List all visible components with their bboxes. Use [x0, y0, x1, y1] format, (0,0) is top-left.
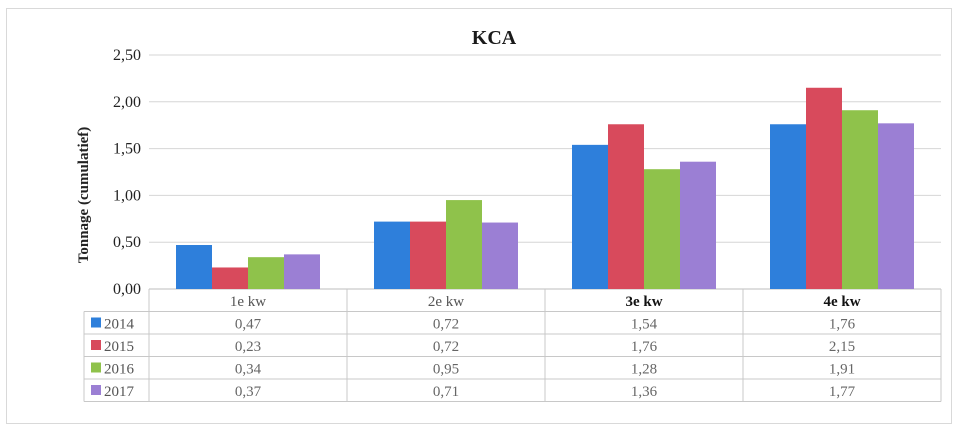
data-label: 0,72 — [433, 339, 459, 355]
y-tick-label: 0,50 — [113, 234, 141, 251]
y-tick-label: 2,50 — [113, 47, 141, 64]
data-label: 1,76 — [829, 317, 856, 333]
legend-label: 2015 — [104, 339, 134, 355]
bar — [878, 123, 914, 289]
data-label: 0,95 — [433, 362, 459, 378]
y-tick-label: 1,00 — [113, 187, 141, 204]
legend-swatch — [91, 385, 101, 395]
data-label: 1,36 — [631, 384, 658, 400]
bars — [176, 87, 914, 289]
category-label: 2e kw — [428, 294, 464, 310]
bar — [446, 200, 482, 289]
bar — [806, 87, 842, 289]
bar — [608, 124, 644, 289]
y-tick-label: 2,00 — [113, 94, 141, 111]
bar — [680, 161, 716, 289]
data-label: 2,15 — [829, 339, 855, 355]
y-axis-label: Tonnage (cumulatief) — [76, 127, 92, 264]
data-label: 0,72 — [433, 317, 459, 333]
bar — [842, 110, 878, 289]
legend-label: 2016 — [104, 362, 135, 378]
bar — [212, 267, 248, 289]
bar — [176, 245, 212, 289]
legend-swatch — [91, 317, 101, 328]
category-label: 4e kw — [823, 294, 860, 310]
legend-swatch — [91, 340, 101, 350]
data-label: 0,71 — [433, 384, 459, 400]
legend-swatch — [91, 362, 101, 373]
data-label: 1,54 — [631, 317, 658, 333]
data-label: 1,77 — [829, 384, 856, 400]
bar — [572, 144, 608, 289]
data-label: 0,34 — [235, 362, 262, 378]
category-label: 1e kw — [230, 294, 266, 310]
bar — [248, 257, 284, 289]
data-label: 1,76 — [631, 339, 658, 355]
bar — [374, 221, 410, 289]
legend-label: 2017 — [104, 384, 135, 400]
chart-title: KCA — [472, 27, 517, 49]
bar — [482, 222, 518, 289]
legend-label: 2014 — [104, 317, 135, 333]
y-axis-ticks: 0,00 0,50 1,00 1,50 2,00 2,50 — [113, 47, 141, 298]
data-label: 1,28 — [631, 362, 657, 378]
y-tick-label: 0,00 — [113, 281, 141, 298]
category-label: 3e kw — [625, 294, 662, 310]
data-label: 1,91 — [829, 362, 855, 378]
data-label: 0,37 — [235, 384, 262, 400]
data-table: 1e kw 2e kw 3e kw 4e kw 2014 0,47 0,72 1,54 1,76… — [83, 289, 942, 402]
y-tick-label: 1,50 — [113, 141, 141, 158]
data-label: 0,23 — [235, 339, 261, 355]
data-label: 0,47 — [235, 317, 262, 333]
bar — [770, 124, 806, 289]
bar — [284, 254, 320, 289]
bar — [644, 169, 680, 289]
bar — [410, 221, 446, 289]
